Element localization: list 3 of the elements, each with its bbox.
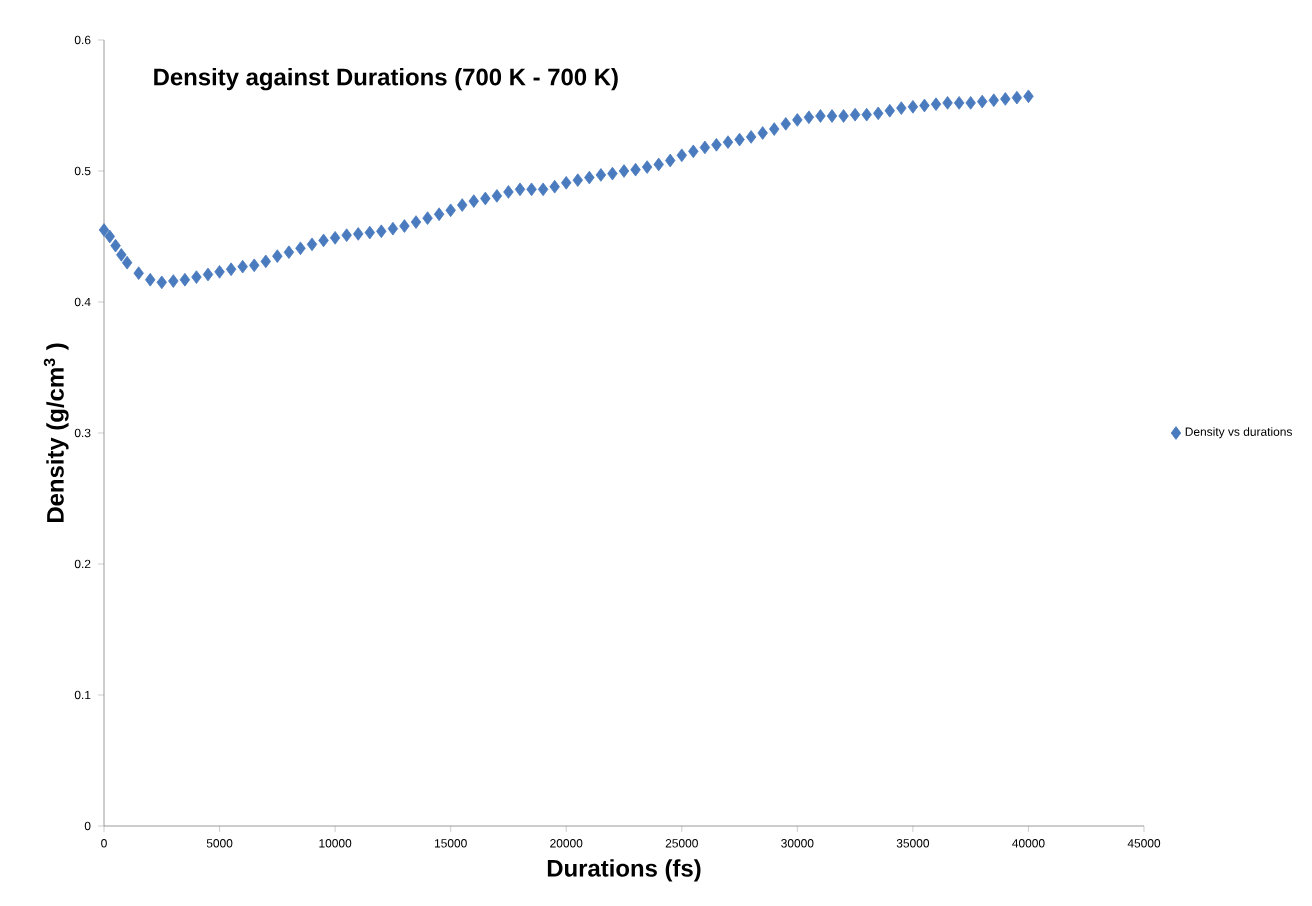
text: Density against Durations (700 K - 700 K) xyxy=(154,67,618,91)
y-axis-title: Density (g/cm$^{3}$ ) xyxy=(43,343,69,523)
x-axis-title: Durations (fs) xyxy=(547,859,701,882)
